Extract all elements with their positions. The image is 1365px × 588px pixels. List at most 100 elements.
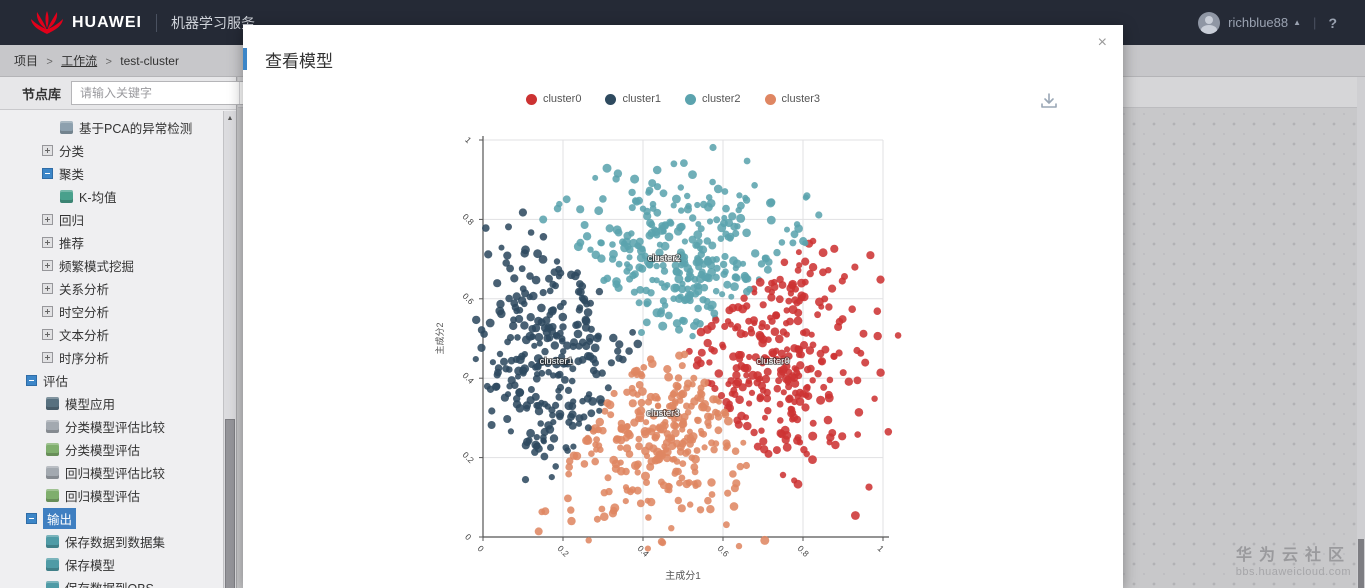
sidebar-tree-item[interactable]: 分类 <box>0 139 223 162</box>
tree-item-label: 分类 <box>59 145 85 159</box>
sidebar-tree-item[interactable]: 回归 <box>0 208 223 231</box>
save-dataset-icon <box>46 535 59 548</box>
help-icon[interactable]: ? <box>1328 14 1337 31</box>
watermark-url: bbs.huaweicloud.com <box>1235 566 1351 578</box>
sidebar-tree-item[interactable]: 关系分析 <box>0 277 223 300</box>
expand-icon[interactable] <box>42 352 53 363</box>
sidebar-tree-item[interactable]: 推荐 <box>0 231 223 254</box>
page-scrollbar-thumb[interactable] <box>1358 539 1364 588</box>
node-library-title: 节点库 <box>22 86 62 102</box>
svg-text:0.2: 0.2 <box>556 543 572 559</box>
node-search-box[interactable]: ⚲ <box>71 81 265 105</box>
svg-text:cluster2: cluster2 <box>648 253 681 264</box>
expand-icon[interactable] <box>42 260 53 271</box>
expand-icon[interactable] <box>42 283 53 294</box>
node-tree: 基于PCA的异常检测分类聚类 K-均值回归推荐频繁模式挖掘 关系分析时空分析文本分析… <box>0 111 223 588</box>
brand-name: HUAWEI <box>72 13 142 31</box>
sidebar-scrollbar-thumb[interactable] <box>225 419 235 588</box>
collapse-icon[interactable] <box>26 513 37 524</box>
legend-item[interactable]: cluster2 <box>685 93 741 105</box>
legend-label: cluster0 <box>542 93 582 105</box>
tree-item-label: 回归 <box>59 214 85 228</box>
huawei-flower-icon <box>31 10 63 34</box>
tree-item-label: 输出 <box>43 508 77 529</box>
svg-text:0: 0 <box>476 543 487 554</box>
tree-item-label: 时空分析 <box>59 306 110 320</box>
svg-text:主成分2: 主成分2 <box>434 322 445 354</box>
svg-text:主成分1: 主成分1 <box>665 570 701 582</box>
modal-title: 查看模型 <box>265 52 333 71</box>
tree-item-label: 保存数据到OBS <box>65 578 154 588</box>
sidebar-scrollbar[interactable]: ▲ <box>223 111 236 588</box>
sidebar-tree-item[interactable]: 分类模型评估 <box>0 438 223 461</box>
sidebar-tree-item[interactable]: 回归模型评估比较 <box>0 461 223 484</box>
save-model-icon <box>46 558 59 571</box>
scatter-chart: 0 0.2 0.4 0.6 0.8 1 0 0.2 0.4 0.6 0.8 1 主成分2 主成分1 clus… <box>431 113 911 588</box>
breadcrumb-workflow[interactable]: 工作流 <box>61 54 98 68</box>
username[interactable]: richblue88 <box>1228 15 1289 30</box>
node-search-input[interactable] <box>72 86 240 100</box>
chart-legend: cluster0 cluster1 cluster2 cluster3 <box>433 93 913 105</box>
svg-text:0: 0 <box>463 532 474 543</box>
scroll-up-icon[interactable]: ▲ <box>226 114 234 122</box>
close-icon[interactable]: × <box>1097 34 1107 51</box>
legend-item[interactable]: cluster3 <box>764 93 820 105</box>
tree-item-label: 时序分析 <box>59 352 110 366</box>
sidebar-tree-item[interactable]: 输出 <box>0 507 223 530</box>
sidebar-tree-item[interactable]: 回归模型评估 <box>0 484 223 507</box>
breadcrumb-project[interactable]: 项目 <box>14 54 39 68</box>
svg-text:0.4: 0.4 <box>461 370 477 386</box>
expand-icon[interactable] <box>42 214 53 225</box>
model-apply-icon <box>46 397 59 410</box>
sidebar-tree-item[interactable]: 保存模型 <box>0 553 223 576</box>
sidebar-tree-item[interactable]: 评估 <box>0 369 223 392</box>
sidebar-tree-item[interactable]: 模型应用 <box>0 392 223 415</box>
legend-label: cluster1 <box>622 93 661 105</box>
sidebar-tree-item[interactable]: 文本分析 <box>0 323 223 346</box>
caret-up-icon[interactable]: ▲ <box>1293 18 1302 27</box>
save-obs-icon <box>46 581 59 588</box>
expand-icon[interactable] <box>42 329 53 340</box>
sidebar-tree-item[interactable]: 分类模型评估比较 <box>0 415 223 438</box>
regression-eval-icon <box>46 489 59 502</box>
legend-item[interactable]: cluster1 <box>605 93 661 105</box>
breadcrumb: 项目 > 工作流 > test-cluster <box>14 52 179 69</box>
tree-item-label: 评估 <box>43 375 69 389</box>
sidebar-tree-item[interactable]: 时序分析 <box>0 346 223 369</box>
svg-text:0.2: 0.2 <box>461 450 477 466</box>
collapse-icon[interactable] <box>26 375 37 386</box>
kmeans-icon <box>60 190 73 203</box>
scatter-plot-svg: 0 0.2 0.4 0.6 0.8 100.20.40.60.81主成分2主成分1clus… <box>434 135 902 582</box>
sidebar-tree-item[interactable]: 聚类 <box>0 162 223 185</box>
svg-text:0.6: 0.6 <box>461 291 477 307</box>
svg-text:cluster3: cluster3 <box>646 408 679 419</box>
page-scrollbar[interactable] <box>1357 77 1365 588</box>
svg-text:1: 1 <box>463 135 474 146</box>
view-model-modal: 查看模型 × cluster0 cluster1 cluster2 cluster3 … <box>243 25 1123 588</box>
collapse-icon[interactable] <box>42 168 53 179</box>
expand-icon[interactable] <box>42 145 53 156</box>
tree-item-label: K-均值 <box>79 191 117 205</box>
topbar-divider <box>156 13 157 32</box>
svg-text:0.8: 0.8 <box>461 212 477 228</box>
sidebar-tree-item[interactable]: 基于PCA的异常检测 <box>0 116 223 139</box>
watermark: 华为云社区 bbs.huaweicloud.com <box>1236 541 1351 578</box>
svg-text:1: 1 <box>876 543 887 554</box>
sidebar-tree-item[interactable]: 频繁模式挖掘 <box>0 254 223 277</box>
tree-item-label: 频繁模式挖掘 <box>59 260 135 274</box>
expand-icon[interactable] <box>42 237 53 248</box>
legend-item[interactable]: cluster0 <box>525 93 582 105</box>
expand-icon[interactable] <box>42 306 53 317</box>
user-avatar[interactable] <box>1198 11 1221 34</box>
sidebar-tree-item[interactable]: 保存数据到数据集 <box>0 530 223 553</box>
legend-dot <box>685 93 696 105</box>
sidebar-tree-item[interactable]: K-均值 <box>0 185 223 208</box>
classification-eval-compare-icon <box>46 420 59 433</box>
breadcrumb-current: test-cluster <box>120 54 179 68</box>
sidebar-tree-item[interactable]: 保存数据到OBS <box>0 576 223 588</box>
sidebar-tree-item[interactable]: 时空分析 <box>0 300 223 323</box>
breadcrumb-separator: > <box>105 56 112 68</box>
tree-item-label: 关系分析 <box>59 283 110 297</box>
tree-item-label: 推荐 <box>59 237 85 251</box>
download-icon[interactable] <box>1038 91 1060 113</box>
